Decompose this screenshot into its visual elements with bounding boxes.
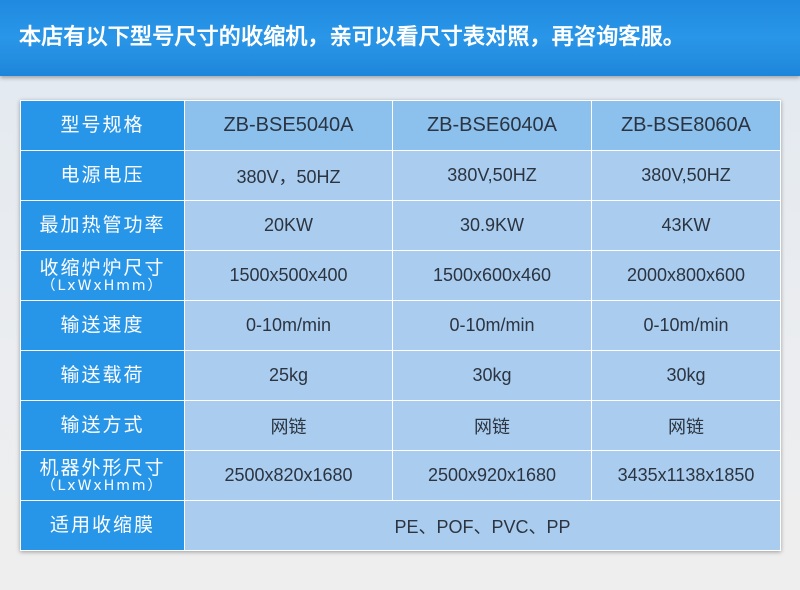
film-value: PE、POF、PVC、PP [184, 500, 781, 551]
value-cell: 2000x800x600 [591, 250, 781, 301]
spec-table: 型号规格 ZB-BSE5040A ZB-BSE6040A ZB-BSE8060A 电源电… [20, 100, 781, 551]
row-label: 适用收缩膜 [20, 500, 185, 551]
row-label: 机器外形尺寸 （LxWxHmm） [20, 450, 185, 501]
value-cell: 380V,50HZ [392, 150, 592, 201]
row-label: 输送速度 [20, 300, 185, 351]
table-header-row: 型号规格 ZB-BSE5040A ZB-BSE6040A ZB-BSE8060A [20, 100, 781, 151]
value-cell: 2500x920x1680 [392, 450, 592, 501]
value-cell: 网链 [184, 400, 393, 451]
value-cell: 380V,50HZ [591, 150, 781, 201]
model-header-cell: ZB-BSE8060A [591, 100, 781, 151]
row-label-text: 输送方式 [60, 414, 145, 436]
table-row: 最加热管功率 20KW 30.9KW 43KW [20, 200, 781, 251]
banner-title: 本店有以下型号尺寸的收缩机，亲可以看尺寸表对照，再咨询客服。 [0, 0, 800, 76]
value-cell: 0-10m/min [591, 300, 781, 351]
row-label-text: 电源电压 [60, 164, 145, 186]
value-cell: 1500x600x460 [392, 250, 592, 301]
row-label: 输送方式 [20, 400, 185, 451]
table-row: 输送载荷 25kg 30kg 30kg [20, 350, 781, 401]
row-label-text: 机器外形尺寸 [39, 456, 166, 479]
table-row: 收缩炉炉尺寸 （LxWxHmm） 1500x500x400 1500x600x460 2… [20, 250, 781, 301]
table-row: 输送方式 网链 网链 网链 [20, 400, 781, 451]
row-label-unit: （LxWxHmm） [41, 277, 164, 294]
value-cell: 30kg [591, 350, 781, 401]
row-label: 型号规格 [20, 100, 185, 151]
row-label: 电源电压 [20, 150, 185, 201]
row-label-text: 输送载荷 [60, 364, 145, 386]
model-header-cell: ZB-BSE6040A [392, 100, 592, 151]
value-cell: 43KW [591, 200, 781, 251]
row-label: 最加热管功率 [20, 200, 185, 251]
table-row-film: 适用收缩膜 PE、POF、PVC、PP [20, 500, 781, 551]
row-label-text: 最加热管功率 [39, 214, 166, 236]
table-row: 电源电压 380V，50HZ 380V,50HZ 380V,50HZ [20, 150, 781, 201]
value-cell: 30kg [392, 350, 592, 401]
row-label-text: 输送速度 [60, 314, 145, 336]
row-label: 输送载荷 [20, 350, 185, 401]
value-cell: 25kg [184, 350, 393, 401]
value-cell: 0-10m/min [184, 300, 393, 351]
table-row: 机器外形尺寸 （LxWxHmm） 2500x820x1680 2500x920x168… [20, 450, 781, 501]
value-cell: 3435x1138x1850 [591, 450, 781, 501]
table-row: 输送速度 0-10m/min 0-10m/min 0-10m/min [20, 300, 781, 351]
value-cell: 网链 [392, 400, 592, 451]
row-label: 收缩炉炉尺寸 （LxWxHmm） [20, 250, 185, 301]
row-label-text: 收缩炉炉尺寸 [39, 256, 166, 279]
value-cell: 30.9KW [392, 200, 592, 251]
value-cell: 2500x820x1680 [184, 450, 393, 501]
value-cell: 20KW [184, 200, 393, 251]
value-cell: 1500x500x400 [184, 250, 393, 301]
value-cell: 网链 [591, 400, 781, 451]
value-cell: 380V，50HZ [184, 150, 393, 201]
value-cell: 0-10m/min [392, 300, 592, 351]
model-header-cell: ZB-BSE5040A [184, 100, 393, 151]
row-label-unit: （LxWxHmm） [41, 477, 164, 494]
row-label-text: 型号规格 [60, 114, 145, 136]
